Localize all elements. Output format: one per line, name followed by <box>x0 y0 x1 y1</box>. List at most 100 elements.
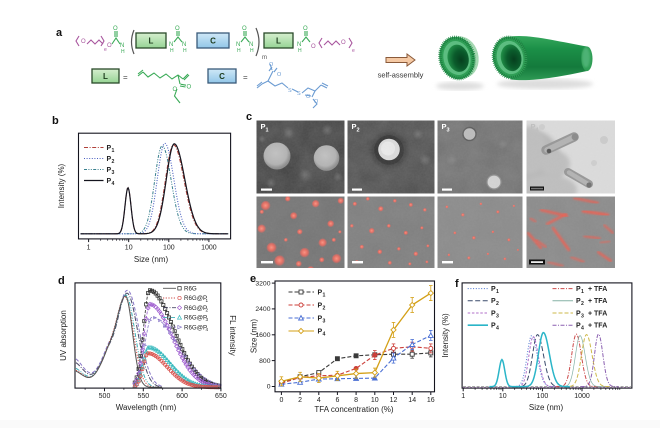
svg-text:3: 3 <box>206 317 209 322</box>
svg-text:2: 2 <box>323 305 326 311</box>
svg-text:O: O <box>187 85 192 91</box>
svg-text:O: O <box>269 62 274 68</box>
svg-text:P: P <box>491 286 496 293</box>
svg-text:O: O <box>303 26 308 32</box>
svg-text:+ TFA: + TFA <box>588 298 607 305</box>
svg-text:P: P <box>442 122 447 131</box>
svg-text:P: P <box>491 310 496 317</box>
svg-text:3: 3 <box>112 170 115 176</box>
svg-text:Wavelength (nm): Wavelength (nm) <box>116 403 177 412</box>
svg-text:R6G@P: R6G@P <box>184 295 207 302</box>
svg-text:800: 800 <box>259 358 271 365</box>
svg-text:e: e <box>104 47 107 53</box>
svg-text:f: f <box>455 278 459 290</box>
svg-text:1600: 1600 <box>255 332 270 339</box>
svg-text:S: S <box>288 88 292 94</box>
svg-text:C: C <box>219 72 225 81</box>
svg-text:P: P <box>576 298 581 305</box>
svg-text:14: 14 <box>408 397 416 404</box>
svg-text:O: O <box>242 26 247 32</box>
svg-text:P: P <box>318 328 323 335</box>
svg-text:O: O <box>341 40 346 46</box>
svg-text:O: O <box>81 39 86 45</box>
svg-text:O: O <box>306 94 311 100</box>
svg-text:R6G@P: R6G@P <box>184 315 207 322</box>
svg-text:TFA concentration (%): TFA concentration (%) <box>314 405 393 414</box>
svg-text:100: 100 <box>537 393 549 400</box>
svg-text:10: 10 <box>499 393 507 400</box>
svg-text:0: 0 <box>267 384 271 391</box>
svg-text:1000: 1000 <box>574 393 590 400</box>
svg-text:O: O <box>173 87 178 93</box>
svg-text:R6G@P: R6G@P <box>184 305 207 312</box>
svg-text:1: 1 <box>206 298 209 303</box>
svg-text:Intensity (%): Intensity (%) <box>57 163 66 208</box>
svg-text:O: O <box>175 26 180 32</box>
svg-text:P: P <box>491 298 496 305</box>
svg-text:6: 6 <box>335 397 339 404</box>
svg-text:3: 3 <box>581 313 584 319</box>
svg-text:10: 10 <box>371 397 379 404</box>
svg-text:L: L <box>103 72 108 81</box>
svg-text:1: 1 <box>581 289 584 295</box>
svg-text:P: P <box>107 167 112 174</box>
svg-text:P: P <box>576 286 581 293</box>
svg-text:O: O <box>314 99 319 105</box>
svg-text:N: N <box>236 42 240 48</box>
svg-text:N: N <box>249 42 253 48</box>
svg-text:1: 1 <box>266 128 269 134</box>
svg-text:1: 1 <box>496 289 499 295</box>
svg-text:R6G@P: R6G@P <box>184 324 207 331</box>
svg-text:P: P <box>352 122 357 131</box>
svg-text:P: P <box>318 302 323 309</box>
svg-text:8: 8 <box>354 397 358 404</box>
svg-text:H: H <box>250 48 254 54</box>
svg-text:500: 500 <box>99 393 111 400</box>
svg-text:2: 2 <box>298 397 302 404</box>
svg-text:R6G: R6G <box>184 286 197 293</box>
svg-text:b: b <box>52 115 59 127</box>
svg-text:P: P <box>107 178 112 185</box>
svg-text:2: 2 <box>496 301 499 307</box>
svg-text:2: 2 <box>206 308 209 313</box>
svg-text:P: P <box>318 315 323 322</box>
svg-text:100: 100 <box>163 244 175 251</box>
svg-text:1000: 1000 <box>201 244 217 251</box>
svg-text:4: 4 <box>536 128 540 134</box>
svg-text:4: 4 <box>323 331 326 337</box>
svg-text:e: e <box>352 48 355 54</box>
svg-text:Size (nm): Size (nm) <box>134 255 169 264</box>
svg-text:+ TFA: + TFA <box>588 323 607 330</box>
svg-text:0: 0 <box>279 397 283 404</box>
svg-text:3: 3 <box>323 318 326 324</box>
svg-text:Intensity (%): Intensity (%) <box>441 313 450 358</box>
svg-text:3: 3 <box>496 313 499 319</box>
svg-text:e: e <box>250 273 256 285</box>
svg-text:O: O <box>107 43 112 49</box>
svg-text:H: H <box>121 49 125 55</box>
svg-text:H: H <box>237 48 241 54</box>
svg-text:C: C <box>210 37 216 46</box>
svg-text:2: 2 <box>357 128 360 134</box>
svg-text:550: 550 <box>137 393 149 400</box>
svg-text:=: = <box>243 73 248 82</box>
svg-text:2: 2 <box>112 159 115 165</box>
svg-text:P: P <box>107 145 112 152</box>
svg-text:10: 10 <box>125 244 133 251</box>
svg-text:L: L <box>149 37 154 46</box>
svg-text:P: P <box>491 323 496 330</box>
svg-text:N: N <box>120 43 124 49</box>
svg-text:650: 650 <box>215 393 227 400</box>
svg-text:12: 12 <box>390 397 398 404</box>
svg-text:O: O <box>113 26 118 32</box>
svg-text:3: 3 <box>447 128 450 134</box>
svg-text:UV absorption: UV absorption <box>59 310 68 361</box>
svg-text:L: L <box>276 37 281 46</box>
svg-text:1: 1 <box>112 148 115 154</box>
svg-text:O: O <box>311 44 316 50</box>
svg-text:P: P <box>531 122 536 131</box>
svg-text:Size (nm): Size (nm) <box>529 403 564 412</box>
svg-text:N: N <box>297 42 301 48</box>
svg-text:4: 4 <box>496 326 499 332</box>
svg-text:4: 4 <box>112 181 115 187</box>
